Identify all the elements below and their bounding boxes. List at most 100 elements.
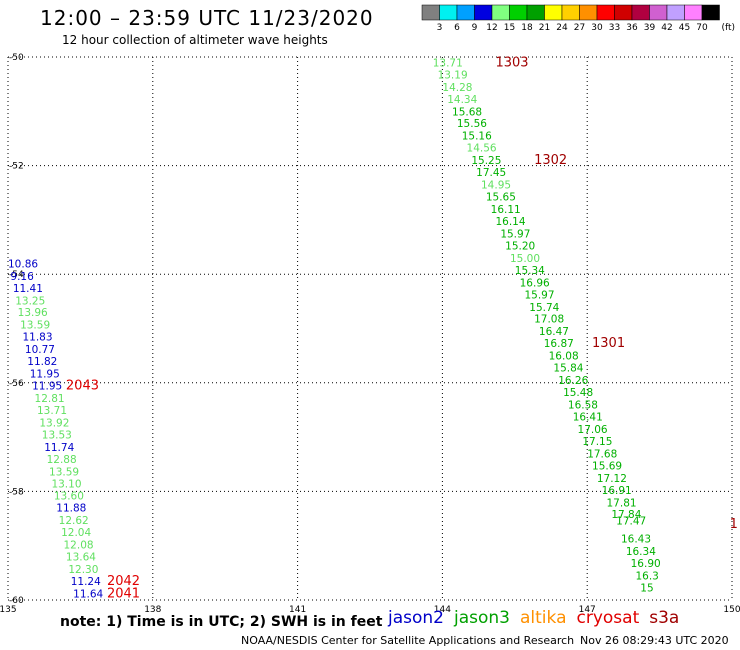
color-scale-label: 6 xyxy=(454,23,460,33)
color-scale-label: 33 xyxy=(609,23,620,33)
color-scale-label: 30 xyxy=(591,23,603,33)
wave-height-label: 15 xyxy=(640,583,653,595)
wave-height-label: 13.71 xyxy=(37,405,67,417)
time-label: 1303 xyxy=(495,55,528,70)
color-scale-label: 27 xyxy=(574,23,585,33)
wave-height-label: 15.34 xyxy=(515,265,545,277)
wave-height-label: 13.59 xyxy=(49,466,79,478)
wave-height-label: 9.16 xyxy=(10,271,34,283)
color-scale-label: 3 xyxy=(437,23,443,33)
wave-height-label: 15.74 xyxy=(529,302,559,314)
altimeter-chart: 135 138 141 144 147 150 -50 -52 -54 -56 -58 -60 13.7… xyxy=(0,53,740,612)
wave-height-label: 14.34 xyxy=(447,94,477,106)
wave-height-label: 16.43 xyxy=(621,534,651,546)
wave-height-label: 13.92 xyxy=(39,417,69,429)
generated-timestamp: Nov 26 08:29:43 UTC 2020 xyxy=(580,634,729,647)
footnote: note: 1) Time is in UTC; 2) SWH is in fe… xyxy=(60,614,383,630)
credit-text: NOAA/NESDIS Center for Satellite Applica… xyxy=(241,634,575,647)
color-scale-label: 24 xyxy=(556,23,568,33)
wave-height-label: 11.82 xyxy=(27,356,57,368)
wave-height-label: 11.24 xyxy=(71,576,101,588)
color-scale-label: 70 xyxy=(696,23,708,33)
color-scale-label: 42 xyxy=(661,23,672,33)
time-label: 1302 xyxy=(534,153,567,168)
color-scale-label: 21 xyxy=(539,23,550,33)
wave-height-label: 13.96 xyxy=(18,307,48,319)
wave-height-label: 16.96 xyxy=(520,277,550,289)
wave-height-label: 13.53 xyxy=(42,429,72,441)
wave-height-label: 14.28 xyxy=(442,82,472,94)
wave-height-label: 16.34 xyxy=(626,546,656,558)
wave-height-label: 16.08 xyxy=(549,351,579,363)
wave-height-label: 16.91 xyxy=(602,485,632,497)
wave-height-label: 12.04 xyxy=(61,527,91,539)
y-tick-label: -54 xyxy=(9,270,24,280)
page-title: 12:00 – 23:59 UTC 11/23/2020 xyxy=(40,6,374,30)
wave-height-label: 11.74 xyxy=(44,442,74,454)
wave-height-label: 15.69 xyxy=(592,460,622,472)
wave-height-label: 15.68 xyxy=(452,106,482,118)
wave-height-label: 17.84 xyxy=(611,509,641,521)
x-tick-label: 147 xyxy=(579,605,596,612)
wave-height-label: 12.62 xyxy=(59,515,89,527)
wave-height-label: 16.3 xyxy=(635,571,658,583)
color-scale-label: 36 xyxy=(626,23,638,33)
wave-height-label: 17.45 xyxy=(476,167,506,179)
wave-height-label: 16.14 xyxy=(495,216,525,228)
wave-height-label: 10.86 xyxy=(8,258,38,270)
wave-height-label: 16.58 xyxy=(568,400,598,412)
time-label: 2043 xyxy=(66,379,99,394)
wave-height-label: 15.00 xyxy=(510,253,540,265)
y-tick-label: -52 xyxy=(9,162,24,172)
wave-height-label: 16.47 xyxy=(539,326,569,338)
x-tick-label: 141 xyxy=(289,605,306,612)
wave-height-label: 13.19 xyxy=(438,69,468,81)
wave-height-label: 13.59 xyxy=(20,320,50,332)
wave-height-label: 13.71 xyxy=(433,57,463,69)
y-tick-label: -60 xyxy=(9,596,24,606)
x-tick-label: 135 xyxy=(0,605,17,612)
time-label: 2041 xyxy=(107,586,140,601)
wave-height-label: 17.12 xyxy=(597,473,627,485)
wave-height-label: 11.64 xyxy=(73,588,103,600)
x-tick-label: 150 xyxy=(723,605,740,612)
y-tick-label: -56 xyxy=(9,379,24,389)
wave-height-label: 17.06 xyxy=(578,424,608,436)
wave-height-label: 15.65 xyxy=(486,192,516,204)
wave-height-label: 15.25 xyxy=(471,155,501,167)
wave-height-label: 17.81 xyxy=(607,497,637,509)
page-subtitle: 12 hour collection of altimeter wave hei… xyxy=(62,33,328,47)
wave-height-label: 16.26 xyxy=(558,375,588,387)
wave-height-label: 11.88 xyxy=(56,503,86,515)
wave-height-label: 15.56 xyxy=(457,118,487,130)
wave-height-label: 11.83 xyxy=(22,332,52,344)
satellite-legend: jason2 jason3 altika cryosat s3a xyxy=(388,608,689,628)
y-tick-label: -58 xyxy=(9,487,24,497)
wave-height-label: 11.95 xyxy=(32,381,62,393)
wave-height-label: 15.16 xyxy=(462,131,492,143)
wave-height-label: 16.90 xyxy=(631,558,661,570)
wave-height-label: 13.10 xyxy=(51,478,81,490)
color-scale-label: 45 xyxy=(679,23,690,33)
wave-height-label: 13.25 xyxy=(15,295,45,307)
color-scale-label: 9 xyxy=(472,23,478,33)
wave-height-label: 11.41 xyxy=(13,283,43,295)
wave-height-label: 15.97 xyxy=(500,228,530,240)
wave-height-label: 12.88 xyxy=(47,454,77,466)
wave-height-label: 17.08 xyxy=(534,314,564,326)
wave-height-label: 17.15 xyxy=(582,436,612,448)
wave-height-label: 15.97 xyxy=(524,289,554,301)
color-scale-unit: (ft) xyxy=(722,23,736,33)
wave-height-label: 16.11 xyxy=(491,204,521,216)
satellite-jason3: jason3 xyxy=(454,608,510,628)
satellite-s3a: s3a xyxy=(649,608,680,628)
wave-height-label: 12.30 xyxy=(68,564,98,576)
wave-height-label: 11.95 xyxy=(30,369,60,381)
time-label: 2042 xyxy=(107,574,140,589)
color-scale-label: 39 xyxy=(644,23,656,33)
wave-height-label: 10.77 xyxy=(25,344,55,356)
wave-height-label: 13.60 xyxy=(54,491,84,503)
color-scale-label: 18 xyxy=(521,23,533,33)
color-scale-legend: 3 6 9 12 15 18 21 24 27 30 33 36 39 42 45 70 (ft) xyxy=(421,4,736,33)
wave-height-label: 15.48 xyxy=(563,387,593,399)
